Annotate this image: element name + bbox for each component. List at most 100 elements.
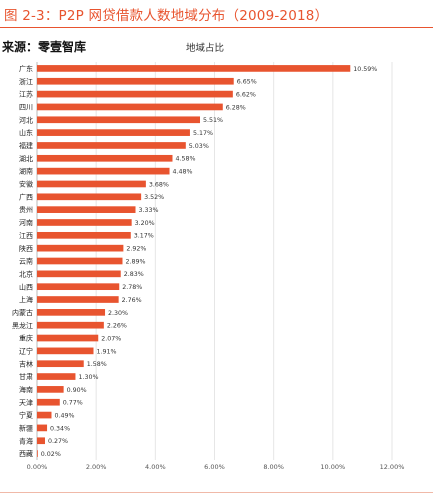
category-label: 宁夏 <box>19 411 33 420</box>
value-label: 5.17% <box>193 130 213 137</box>
value-label: 6.62% <box>236 91 256 98</box>
value-label: 2.92% <box>126 246 146 253</box>
value-label: 3.52% <box>144 194 164 201</box>
value-label: 1.91% <box>97 348 117 355</box>
bar <box>37 450 38 457</box>
x-tick-label: 8.00% <box>263 463 284 471</box>
value-label: 2.83% <box>124 271 144 278</box>
bar <box>37 180 146 188</box>
x-tick-label: 4.00% <box>145 463 166 471</box>
category-label: 新疆 <box>19 424 33 433</box>
bar <box>37 116 201 124</box>
bar <box>37 154 173 162</box>
category-label: 贵州 <box>19 205 33 214</box>
value-label: 0.02% <box>41 451 61 458</box>
value-label: 1.58% <box>87 361 107 368</box>
value-label: 3.68% <box>149 181 169 188</box>
bar <box>37 424 48 432</box>
category-label: 甘肃 <box>19 372 33 381</box>
category-label: 江苏 <box>19 90 33 99</box>
category-label: 海南 <box>19 385 33 394</box>
category-label: 上海 <box>19 295 33 304</box>
value-label: 4.58% <box>175 156 195 163</box>
bar <box>37 142 186 149</box>
value-label: 1.30% <box>78 374 98 381</box>
category-label: 四川 <box>19 104 33 112</box>
bar <box>37 321 104 329</box>
category-label: 广东 <box>19 64 33 73</box>
category-label: 北京 <box>19 269 33 278</box>
category-label: 湖北 <box>19 154 33 163</box>
bar <box>37 398 60 406</box>
value-label: 2.26% <box>107 323 127 330</box>
category-label: 河北 <box>19 116 33 124</box>
value-label: 3.33% <box>139 207 159 214</box>
category-label: 内蒙古 <box>12 308 33 317</box>
value-label: 5.51% <box>203 117 223 124</box>
x-tick-label: 12.00% <box>380 463 405 471</box>
bar <box>37 129 190 136</box>
bar <box>37 309 106 316</box>
bar <box>37 386 64 393</box>
category-label: 山西 <box>19 282 33 291</box>
value-label: 5.03% <box>189 143 209 150</box>
category-label: 重庆 <box>19 334 33 343</box>
category-label: 浙江 <box>19 77 33 86</box>
x-tick-label: 0.00% <box>27 463 48 471</box>
value-label: 6.28% <box>226 104 246 111</box>
bar <box>37 90 233 98</box>
bar <box>37 77 234 85</box>
x-tick-label: 2.00% <box>86 463 107 471</box>
bar <box>37 231 131 239</box>
value-label: 10.59% <box>353 66 377 73</box>
category-label: 黑龙江 <box>12 321 33 330</box>
bar <box>37 334 99 342</box>
value-label: 0.77% <box>63 400 83 407</box>
value-label: 4.48% <box>173 169 193 176</box>
bar <box>37 373 76 380</box>
category-label: 辽宁 <box>19 346 33 355</box>
figure-title: 图 2-3：P2P 网贷借款人数地域分布（2009-2018） <box>4 8 329 24</box>
bar <box>37 219 132 226</box>
category-label: 青海 <box>19 436 33 445</box>
value-label: 2.30% <box>108 310 128 317</box>
bottom-divider <box>0 492 433 493</box>
x-tick-label: 10.00% <box>320 463 345 471</box>
source-label: 来源：零壹智库 <box>2 40 87 54</box>
bar <box>37 411 52 419</box>
bar <box>37 103 223 111</box>
category-label: 天津 <box>19 399 33 407</box>
bar <box>37 270 121 278</box>
bar <box>37 257 123 265</box>
bar <box>37 347 94 355</box>
value-label: 3.20% <box>135 220 155 227</box>
value-label: 3.17% <box>134 233 154 240</box>
category-label: 广西 <box>19 192 33 201</box>
value-label: 0.27% <box>48 438 68 445</box>
value-label: 0.34% <box>50 425 70 432</box>
value-label: 0.90% <box>67 387 87 394</box>
bar <box>37 65 351 72</box>
value-label: 2.89% <box>125 258 145 265</box>
category-label: 安徽 <box>19 180 33 189</box>
bar <box>37 193 142 201</box>
category-label: 吉林 <box>19 359 33 368</box>
title-divider <box>0 27 433 28</box>
category-label: 西藏 <box>19 449 33 458</box>
category-label: 江西 <box>19 232 33 240</box>
chart-title: 地域占比 <box>186 43 225 54</box>
bar <box>37 167 170 175</box>
category-label: 山东 <box>19 128 33 137</box>
category-label: 云南 <box>19 257 33 266</box>
value-label: 2.76% <box>122 297 142 304</box>
bar <box>37 206 136 213</box>
value-label: 2.07% <box>101 335 121 342</box>
x-tick-label: 6.00% <box>204 463 225 471</box>
bar <box>37 244 124 252</box>
category-label: 河南 <box>19 218 33 227</box>
category-label: 陕西 <box>19 244 33 253</box>
value-label: 0.49% <box>54 412 74 419</box>
category-label: 湖南 <box>19 167 33 176</box>
bar <box>37 360 84 368</box>
